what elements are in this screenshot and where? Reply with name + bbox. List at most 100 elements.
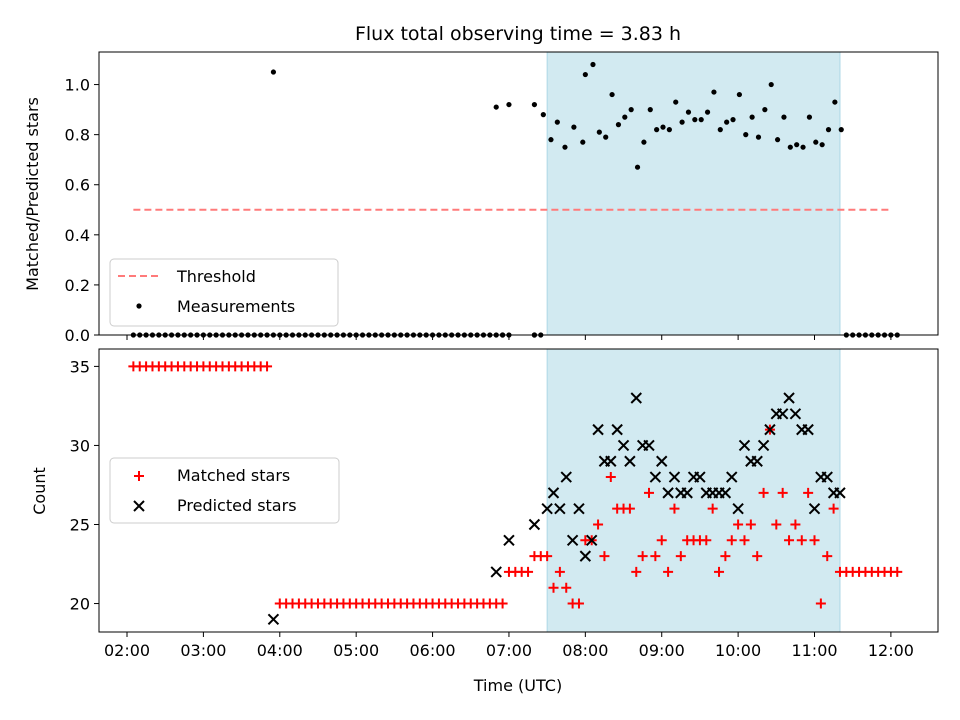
measurement-point xyxy=(571,124,577,130)
x-tick-label: 05:00 xyxy=(333,641,379,660)
predicted-point xyxy=(579,550,592,562)
measurement-point xyxy=(562,144,568,150)
matched-point xyxy=(701,535,712,546)
matched-point xyxy=(822,551,833,562)
x-tick-label: 04:00 xyxy=(257,641,303,660)
predicted-point xyxy=(834,487,846,499)
predicted-point xyxy=(528,518,541,531)
measurement-point xyxy=(609,91,615,98)
measurement-point xyxy=(711,89,717,95)
bottom-legend: Matched stars Predicted stars xyxy=(109,457,340,524)
x-tick-label: 07:00 xyxy=(486,641,532,660)
predicted-point xyxy=(726,471,738,483)
measurements-legend-marker xyxy=(136,303,142,309)
matched-point xyxy=(599,551,610,562)
matched-point xyxy=(542,551,553,562)
bottom-y-axis-label: Count xyxy=(30,467,49,515)
measurement-point xyxy=(679,119,685,125)
matched-point xyxy=(650,551,661,562)
x-tick-label: 10:00 xyxy=(715,641,761,660)
predicted-point xyxy=(566,534,579,547)
top-x-ticks xyxy=(126,335,892,340)
measurement-point xyxy=(774,137,781,143)
measurement-point xyxy=(270,69,277,75)
measurement-point xyxy=(673,99,679,105)
predicted-point xyxy=(764,423,776,436)
measurement-point xyxy=(730,117,736,123)
predicted-point xyxy=(592,423,604,436)
top-plot-frame xyxy=(98,51,939,336)
measurement-point xyxy=(506,101,512,108)
predicted-point xyxy=(611,423,623,436)
predicted-point xyxy=(585,534,598,547)
matched-point xyxy=(605,472,616,483)
measurement-point xyxy=(531,101,538,108)
bottom-y-tick-label: 30 xyxy=(70,436,90,455)
predicted-point xyxy=(802,423,814,436)
x-tick-label: 12:00 xyxy=(868,641,914,660)
matched-point xyxy=(675,551,686,562)
measurement-point xyxy=(838,127,844,133)
bottom-y-tick-label: 25 xyxy=(70,515,90,534)
predicted-point xyxy=(732,502,744,515)
measurement-point xyxy=(603,134,609,140)
matched-point xyxy=(815,598,826,609)
measurement-point xyxy=(813,139,819,145)
x-tick-label: 08:00 xyxy=(562,641,608,660)
matched-point xyxy=(663,566,674,577)
matched-point xyxy=(733,519,744,530)
threshold-legend-label: Threshold xyxy=(176,267,256,286)
measurement-point xyxy=(825,127,832,133)
predicted-point xyxy=(547,487,560,499)
matched-point xyxy=(726,535,737,546)
matched-point xyxy=(656,535,667,546)
predicted-point xyxy=(719,487,732,499)
predicted-point xyxy=(808,502,821,515)
predicted-point xyxy=(783,392,795,404)
predicted-point xyxy=(490,566,502,578)
matched-point xyxy=(643,487,654,498)
matched-point xyxy=(809,535,820,546)
measurement-point xyxy=(762,107,768,113)
predicted-point xyxy=(560,471,572,483)
matched-legend-marker xyxy=(134,471,144,481)
measurement-point xyxy=(755,134,762,140)
matched-point xyxy=(561,582,572,593)
measurement-point xyxy=(654,127,660,133)
bottom-x-axis: 02:00 03:00 04:00 05:00 06:00 07:00 08:00 09:00… xyxy=(104,632,914,660)
matched-point xyxy=(573,598,584,609)
bottom-plot-frame xyxy=(98,348,939,633)
predicted-point xyxy=(267,613,280,626)
predicted-point xyxy=(503,534,515,547)
predicted-point xyxy=(624,455,636,467)
predicted-legend-marker xyxy=(133,500,145,512)
measurement-point xyxy=(749,114,755,120)
matched-point xyxy=(593,519,604,530)
top-y-tick-label: 1.0 xyxy=(65,76,90,95)
top-shaded-region xyxy=(546,51,841,336)
matched-point xyxy=(771,519,782,530)
matched-point xyxy=(790,519,801,530)
matched-point xyxy=(752,551,763,562)
measurement-point xyxy=(743,132,749,138)
predicted-point xyxy=(821,471,833,483)
measurement-point xyxy=(647,107,653,113)
bottom-legend-box xyxy=(109,457,340,524)
measurement-point xyxy=(806,114,813,120)
matched-point xyxy=(497,598,508,609)
predicted-point xyxy=(694,471,706,483)
top-legend: Threshold Measurements xyxy=(109,258,339,327)
measurement-point xyxy=(580,139,586,145)
measurement-point xyxy=(692,117,698,123)
predicted-point xyxy=(656,455,668,467)
matched-point xyxy=(707,503,718,514)
matched-point xyxy=(720,551,731,562)
measurement-point xyxy=(781,114,787,120)
measurement-point xyxy=(787,144,793,150)
measurement-point xyxy=(582,71,588,78)
matched-point xyxy=(554,566,565,577)
measurement-point xyxy=(660,124,666,130)
measurement-point xyxy=(717,127,723,133)
predicted-point xyxy=(643,439,655,452)
predicted-point xyxy=(554,502,566,515)
